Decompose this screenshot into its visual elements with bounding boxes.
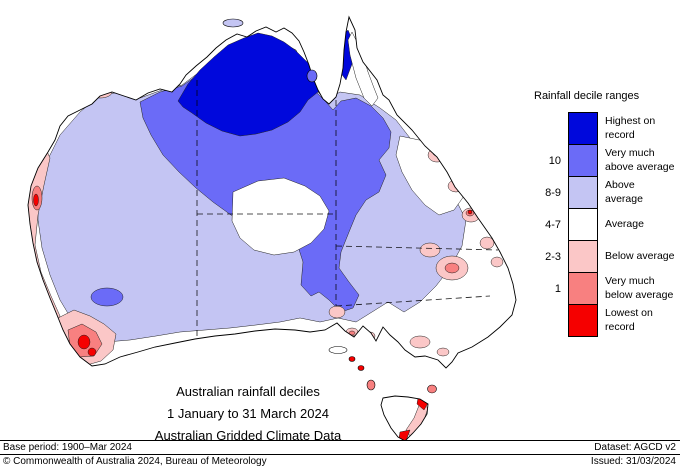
legend-row-decile4-7: 4-7 Average xyxy=(533,208,675,241)
border-nsw-vic xyxy=(335,295,491,307)
region-vmbelow-qld1 xyxy=(432,149,442,157)
legend-row-decile8-9: 8-9 Above average xyxy=(533,176,675,209)
legend-range: 10 xyxy=(548,154,561,167)
legend-swatch-highest xyxy=(568,112,598,145)
region-below-vic1 xyxy=(409,335,431,349)
region-below-sa1 xyxy=(328,305,346,319)
legend-row-highest: Highest on record xyxy=(533,112,675,145)
legend-label: Average xyxy=(605,217,644,230)
islands xyxy=(222,18,437,394)
legend-swatch-decile2-3 xyxy=(568,240,598,273)
legend-label: Very much below average xyxy=(605,275,674,301)
footer: Base period: 1900–Mar 2024 Dataset: AGCD… xyxy=(0,440,680,468)
region-below-inland2 xyxy=(419,242,441,258)
legend-swatch-lowest xyxy=(568,304,598,337)
issued-text: Issued: 31/03/2024 xyxy=(590,455,676,467)
region-vmbelow-nw xyxy=(94,87,104,95)
legend-range: 4-7 xyxy=(545,218,561,231)
legend-swatch-decile1 xyxy=(568,272,598,305)
island-melville xyxy=(222,18,244,28)
legend-swatch-decile4-7 xyxy=(568,208,598,241)
rainfall-deciles-map xyxy=(27,15,517,442)
footer-row-1: Base period: 1900–Mar 2024 Dataset: AGCD… xyxy=(0,440,680,454)
legend-label: Below average xyxy=(605,249,675,262)
legend-label: Highest on record xyxy=(605,115,656,141)
mainland-coastline xyxy=(27,15,517,369)
legend-label: Very much above average xyxy=(605,147,675,173)
region-below-vic2 xyxy=(436,347,450,357)
map-title: Australian rainfall deciles xyxy=(176,384,320,399)
legend-swatch-decile10 xyxy=(568,144,598,177)
legend-row-decile1: 1 Very much below average xyxy=(533,272,675,305)
legend-range: 8-9 xyxy=(545,186,561,199)
region-below-qld1 xyxy=(427,147,447,163)
map-period: 1 January to 31 March 2024 xyxy=(167,406,329,421)
island-groote xyxy=(306,69,318,83)
island-flinders xyxy=(427,384,437,394)
legend-row-lowest: Lowest on record xyxy=(533,304,675,337)
region-below-qld2 xyxy=(447,179,465,193)
legend: Rainfall decile ranges Highest on record… xyxy=(533,90,675,337)
base-period-text: Base period: 1900–Mar 2024 xyxy=(3,441,132,453)
island-king xyxy=(366,379,376,391)
legend-title: Rainfall decile ranges xyxy=(534,90,640,102)
region-lowest-westcoast xyxy=(33,193,39,207)
region-below-sa3 xyxy=(364,331,376,341)
region-below-nsw2 xyxy=(490,256,504,268)
region-decile10-westcoast xyxy=(90,287,124,307)
map-title-block: Australian rainfall deciles 1 January to… xyxy=(108,381,388,447)
region-lowest-perth1 xyxy=(77,334,91,350)
legend-label: Lowest on record xyxy=(605,307,653,333)
region-vmbelow-inland xyxy=(444,262,460,274)
legend-label: Above average xyxy=(605,179,643,205)
legend-row-decile2-3: 2-3 Below average xyxy=(533,240,675,273)
island-coastal-red1 xyxy=(348,356,356,362)
region-lowest-perth2 xyxy=(87,347,97,357)
region-below-nsw1 xyxy=(479,236,495,250)
region-lowest-tas-south xyxy=(398,429,411,441)
tasmania-coastline xyxy=(380,395,429,442)
dataset-text: Dataset: AGCD v2 xyxy=(594,441,676,453)
region-average-centre xyxy=(231,177,330,256)
legend-range: 1 xyxy=(554,282,561,295)
copyright-text: © Commonwealth of Australia 2024, Bureau… xyxy=(3,455,267,467)
region-lowest-qld1 xyxy=(434,149,440,155)
legend-range: 2-3 xyxy=(545,250,561,263)
state-borders xyxy=(196,80,499,340)
border-qld-nsw xyxy=(335,245,499,251)
region-lowest-qld2 xyxy=(467,209,473,215)
decile-regions xyxy=(28,29,504,441)
map-dataset-name: Australian Gridded Climate Data xyxy=(154,428,342,443)
island-coastal-red2 xyxy=(357,365,365,371)
region-vmbelow-sa xyxy=(348,330,356,336)
legend-row-decile10: 10 Very much above average xyxy=(533,144,675,177)
island-kangaroo xyxy=(328,346,348,354)
footer-row-2: © Commonwealth of Australia 2024, Bureau… xyxy=(0,454,680,468)
legend-swatch-decile8-9 xyxy=(568,176,598,209)
